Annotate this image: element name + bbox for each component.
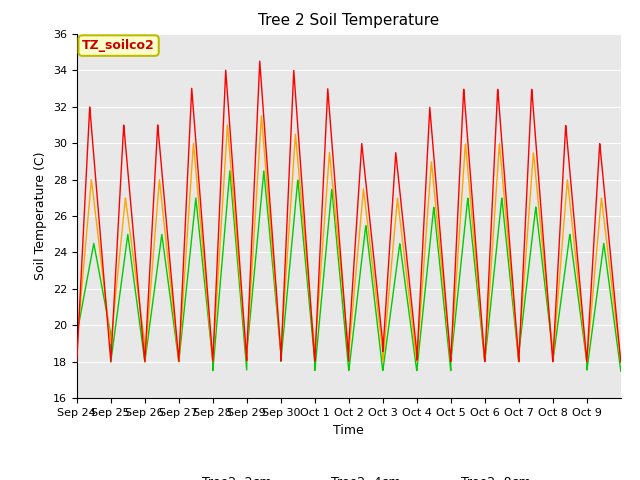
X-axis label: Time: Time [333, 424, 364, 437]
Text: TZ_soilco2: TZ_soilco2 [82, 39, 155, 52]
Title: Tree 2 Soil Temperature: Tree 2 Soil Temperature [258, 13, 440, 28]
Legend: Tree2 -2cm, Tree2 -4cm, Tree2 -8cm: Tree2 -2cm, Tree2 -4cm, Tree2 -8cm [162, 471, 536, 480]
Y-axis label: Soil Temperature (C): Soil Temperature (C) [35, 152, 47, 280]
